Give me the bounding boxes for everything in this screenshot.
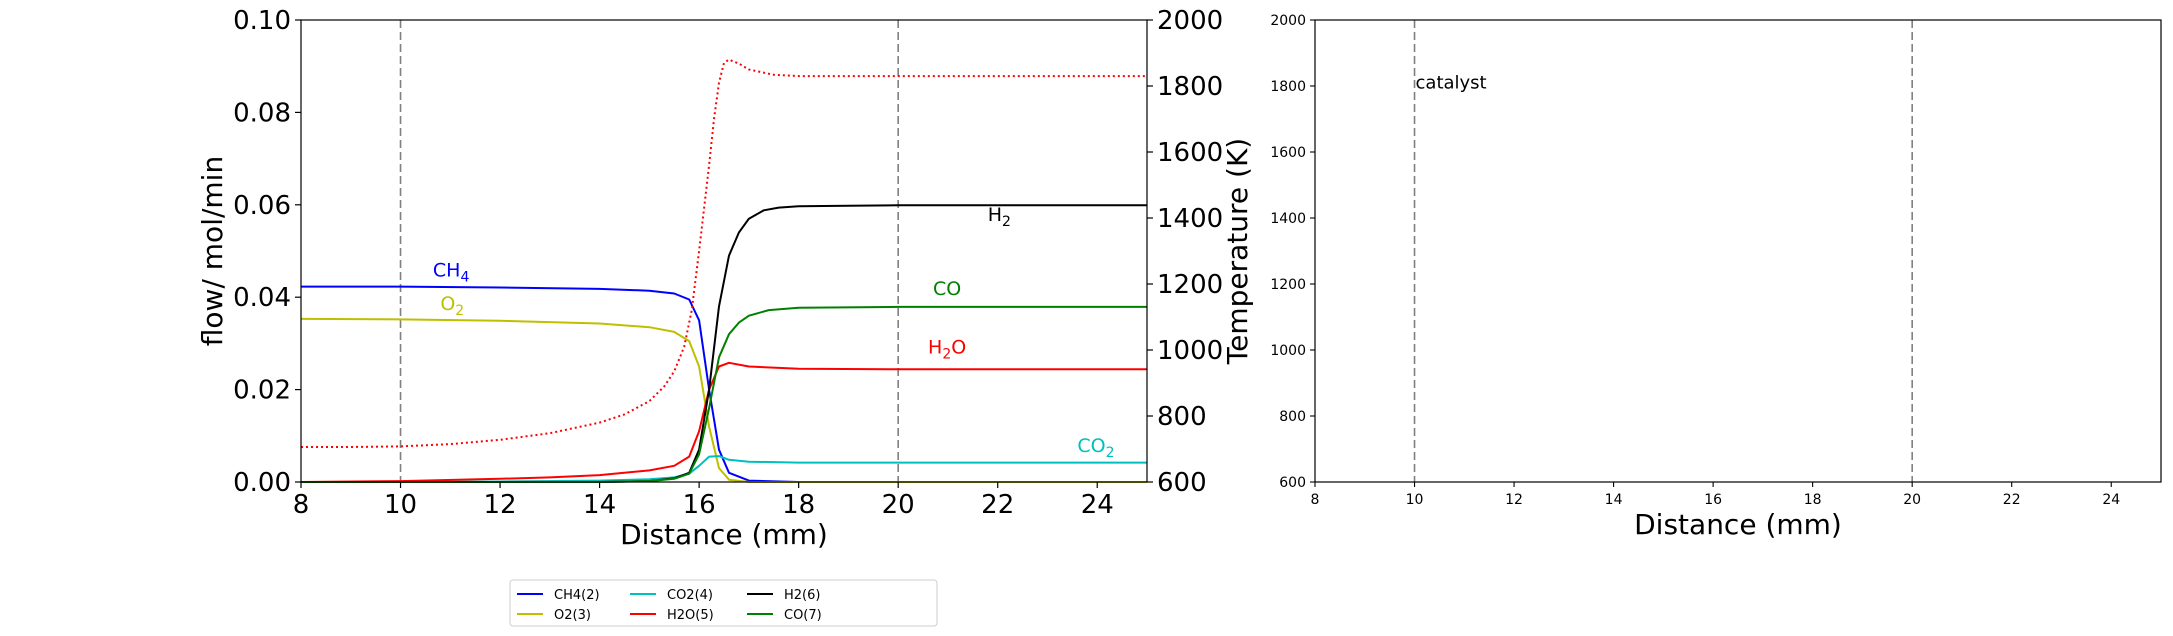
x-tick-label: 14 xyxy=(1605,492,1623,508)
series-line-CH4(2) xyxy=(301,285,1147,483)
series-line-temperature xyxy=(301,58,1147,448)
y2-tick-label: 800 xyxy=(1157,402,1207,432)
legend-frame xyxy=(509,579,938,627)
y2-tick-label: 1000 xyxy=(1157,336,1223,366)
y-tick-label: 0.02 xyxy=(233,376,291,406)
y2-tick-label: 1400 xyxy=(1157,204,1223,234)
x-tick-label: 10 xyxy=(1406,492,1424,508)
y-tick-label: 0.10 xyxy=(233,6,291,36)
x-tick-label: 18 xyxy=(782,490,815,520)
y2-axis-label: Temperature (K) xyxy=(1221,138,1254,365)
legend-label: CO(7) xyxy=(784,608,822,623)
plot-frame xyxy=(300,19,1148,483)
x-tick-label: 20 xyxy=(1903,492,1921,508)
x-tick-label: 14 xyxy=(583,490,616,520)
y-tick-label: 0.06 xyxy=(233,191,291,221)
x-tick-label: 8 xyxy=(293,490,310,520)
x-tick-label: 18 xyxy=(1804,492,1822,508)
y2-tick-label: 1600 xyxy=(1157,138,1223,168)
annotation-label: CO2 xyxy=(1077,435,1114,461)
annotation-label: O2 xyxy=(440,293,464,319)
x-tick-label: 24 xyxy=(1081,490,1114,520)
y-tick-label: 1600 xyxy=(1270,145,1306,161)
y-tick-label: 1400 xyxy=(1270,211,1306,227)
x-tick-label: 8 xyxy=(1311,492,1320,508)
annotation-label: CH4 xyxy=(433,259,470,285)
x-tick-label: 20 xyxy=(882,490,915,520)
plot-frame xyxy=(1314,19,2162,483)
y-axis-label: flow/ mol/min xyxy=(196,156,229,346)
y-tick-label: 1000 xyxy=(1270,343,1306,359)
x-tick-label: 22 xyxy=(2003,492,2021,508)
x-tick-label: 16 xyxy=(1704,492,1722,508)
y-tick-label: 800 xyxy=(1279,409,1306,425)
y-tick-label: 2000 xyxy=(1270,13,1306,29)
annotation-label: H2O xyxy=(928,337,966,363)
legend-label: H2(6) xyxy=(784,588,820,603)
x-axis-label: Distance (mm) xyxy=(620,518,828,551)
x-tick-label: 16 xyxy=(683,490,716,520)
x-axis-label: Distance (mm) xyxy=(1634,508,1842,541)
y2-tick-label: 600 xyxy=(1157,468,1207,498)
y2-tick-label: 1200 xyxy=(1157,270,1223,300)
series-line-CO(7) xyxy=(301,305,1147,483)
y2-tick-label: 2000 xyxy=(1157,6,1223,36)
y-tick-label: 600 xyxy=(1279,475,1306,491)
x-tick-label: 10 xyxy=(384,490,417,520)
x-tick-label: 12 xyxy=(484,490,517,520)
legend-label: O2(3) xyxy=(554,608,591,623)
y-tick-label: 0.04 xyxy=(233,283,291,313)
y2-tick-label: 1800 xyxy=(1157,72,1223,102)
y-tick-label: 0.00 xyxy=(233,468,291,498)
legend-label: CO2(4) xyxy=(667,588,713,603)
chart-flow-temperature: 8 10 12 14 16 18 20 22 24 0.00 0.02 0.04 0.06 0.08 0.1… xyxy=(196,6,1254,551)
annotation-label: H2 xyxy=(988,204,1011,230)
series-line-H2O(5) xyxy=(300,361,1147,483)
x-tick-label: 22 xyxy=(981,490,1014,520)
x-tick-label: 24 xyxy=(2102,492,2120,508)
annotation-label: CO xyxy=(933,278,961,300)
legend-label: H2O(5) xyxy=(667,608,714,623)
legend-label: CH4(2) xyxy=(554,588,600,603)
chart-temperature-empty: 8 10 12 14 16 18 20 22 24 600 800 1000 1200 1400 1600 1… xyxy=(1270,13,2162,541)
legend: CH4(2) O2(3) CO2(4) H2O(5) H2(6) CO(7) xyxy=(509,579,938,627)
y-tick-label: 1200 xyxy=(1270,277,1306,293)
x-tick-label: 12 xyxy=(1505,492,1523,508)
y-tick-label: 0.08 xyxy=(233,98,291,128)
annotation-catalyst: catalyst xyxy=(1416,73,1487,94)
y-tick-label: 1800 xyxy=(1270,79,1306,95)
